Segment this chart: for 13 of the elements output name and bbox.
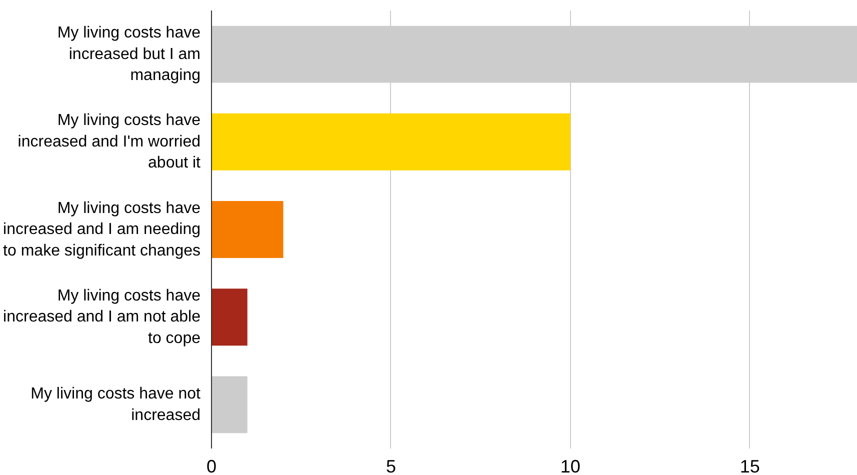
y-tick-label: My living costs have increased but I am managing [57,24,201,84]
y-tick-label: My living costs have increased and I am needing to make significant changes [3,200,201,260]
y-tick-label: My living costs have not increased [30,386,202,424]
y-tick-label: My living costs have increased and I am not able to cope [3,287,201,347]
y-tick-label: My living costs have increased and I'm worried about it [18,112,202,172]
x-tick-label: 0 [206,456,217,475]
bar [212,201,284,258]
bar [212,288,248,346]
x-tick-label: 10 [560,456,580,475]
x-tick-label: 5 [386,456,396,475]
x-tick-label: 15 [740,456,760,475]
bar [212,376,248,434]
bar [212,113,570,170]
